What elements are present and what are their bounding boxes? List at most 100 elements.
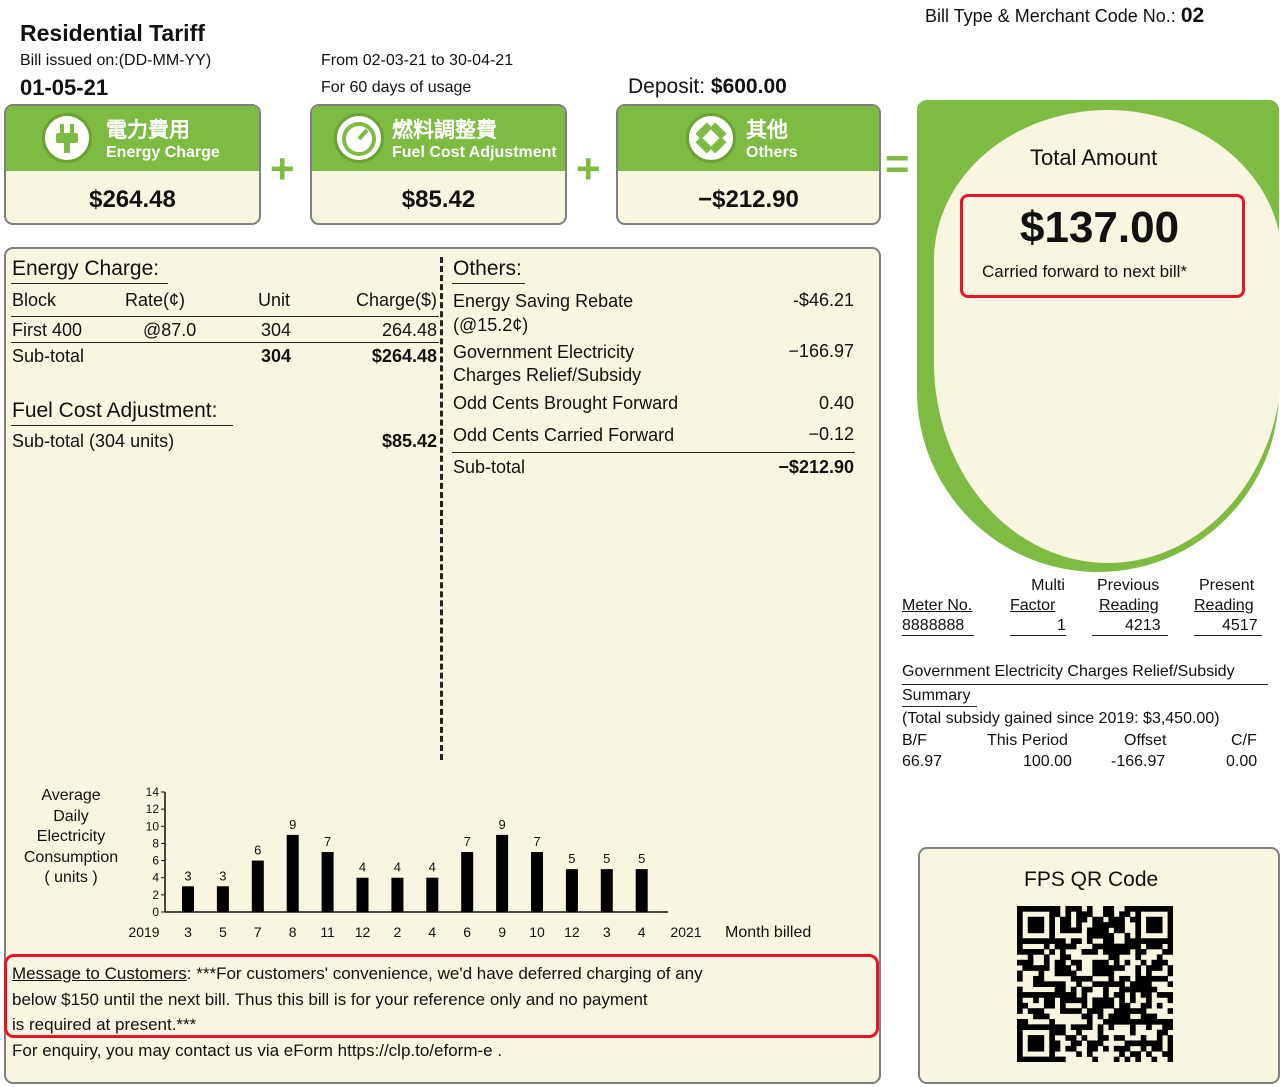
qr-module (1108, 970, 1115, 977)
qr-module (1119, 997, 1125, 1004)
qr-module (1081, 997, 1088, 1004)
qr-module (1124, 949, 1131, 955)
qr-module (1167, 965, 1173, 971)
qr-module (1027, 927, 1034, 934)
qr-module (1049, 1040, 1055, 1047)
chart-x-tick-label: 5 (219, 924, 227, 940)
qr-module (1043, 965, 1050, 971)
qr-module (1097, 943, 1104, 950)
qr-module (1076, 1040, 1082, 1047)
qr-module (1076, 922, 1082, 928)
qr-module (1043, 959, 1050, 966)
qr-module (1119, 949, 1125, 955)
qr-module (1135, 1008, 1142, 1014)
qr-module (1049, 911, 1055, 918)
qr-module (1151, 916, 1158, 923)
chart-y-tick-label: 12 (146, 802, 160, 816)
usage-days: For 60 days of usage (321, 79, 472, 96)
divider (11, 283, 168, 284)
message-line-2: below $150 until the next bill. Thus thi… (12, 990, 648, 1009)
qr-module (1124, 986, 1131, 993)
divider (1092, 635, 1168, 636)
qr-module (1022, 1018, 1029, 1025)
qr-module (1092, 932, 1098, 939)
qr-module (1129, 1040, 1136, 1047)
qr-module (1135, 927, 1142, 934)
qr-module (1108, 954, 1115, 961)
qr-module (1146, 997, 1152, 1004)
qr-module (1129, 1051, 1136, 1057)
qr-module (1151, 906, 1158, 912)
qr-module (1135, 975, 1142, 982)
qr-module (1167, 932, 1173, 939)
equals-sign: = (885, 140, 910, 187)
qr-module (1124, 938, 1131, 944)
block-first: First 400 (12, 320, 83, 340)
others-box: 其他 Others −$212.90 (616, 104, 881, 225)
qr-module (1097, 959, 1104, 966)
divider (11, 342, 439, 343)
qr-module (1103, 959, 1109, 966)
qr-module (1038, 906, 1045, 912)
divider (902, 706, 977, 707)
qr-module (1167, 943, 1173, 950)
chart-data-label: 7 (324, 834, 331, 849)
qr-module (1124, 959, 1131, 966)
qr-module (1156, 1002, 1163, 1009)
subsidy-header-period: This Period (987, 732, 1068, 749)
qr-module (1038, 1013, 1045, 1020)
fps-qr-title: FPS QR Code (1024, 868, 1159, 891)
divider (1010, 635, 1066, 636)
qr-module (1146, 1024, 1152, 1031)
odd-cents-bf-label: Odd Cents Brought Forward (453, 393, 679, 413)
qr-module (1049, 1045, 1055, 1052)
qr-module (1070, 1035, 1077, 1041)
qr-module (1140, 949, 1147, 955)
qr-module (1017, 916, 1023, 923)
qr-module (1017, 1056, 1023, 1062)
qr-module (1054, 959, 1061, 966)
rebate-rate: (@15.2¢) (453, 315, 529, 335)
qr-module (1124, 1056, 1131, 1062)
qr-module (1049, 1024, 1055, 1031)
qr-module (1017, 959, 1023, 966)
qr-module (1113, 916, 1120, 923)
qr-module (1076, 975, 1082, 982)
qr-module (1060, 1024, 1066, 1031)
qr-module (1065, 1008, 1072, 1014)
chart-y-tick-label: 0 (152, 905, 159, 919)
qr-module (1027, 992, 1034, 998)
qr-module (1086, 1040, 1093, 1047)
qr-module (1140, 975, 1147, 982)
qr-module (1017, 949, 1023, 955)
qr-module (1092, 981, 1098, 987)
qr-module (1060, 986, 1066, 993)
subsidy-summary-title: Government Electricity Charges Relief/Su… (902, 663, 1235, 680)
multi-factor-value: 1 (1057, 617, 1066, 634)
qr-module (1049, 992, 1055, 998)
chart-y-tick-label: 8 (152, 836, 159, 850)
qr-module (1140, 1008, 1147, 1014)
qr-module (1135, 911, 1142, 918)
qr-module (1103, 906, 1109, 912)
subsidy-label-2: Charges Relief/Subsidy (453, 365, 642, 385)
qr-module (1097, 1040, 1104, 1047)
plus-sign: + (270, 145, 295, 192)
qr-module (1022, 949, 1029, 955)
qr-module (1135, 1056, 1142, 1062)
qr-module (1135, 954, 1142, 961)
qr-module (1043, 906, 1050, 912)
qr-code-icon[interactable] (1017, 906, 1173, 1062)
qr-module (1065, 954, 1072, 961)
qr-module (1065, 1035, 1072, 1041)
qr-module (1086, 1008, 1093, 1014)
qr-module (1129, 1024, 1136, 1031)
col-header-rate: Rate(¢) (125, 290, 186, 310)
chart-data-label: 5 (568, 851, 575, 866)
others-zh: 其他 (746, 119, 788, 142)
chart-data-label: 9 (289, 817, 296, 832)
qr-module (1103, 1002, 1109, 1009)
chart-x-tick-label: 12 (355, 924, 371, 940)
qr-module (1135, 949, 1142, 955)
qr-module (1097, 970, 1104, 977)
